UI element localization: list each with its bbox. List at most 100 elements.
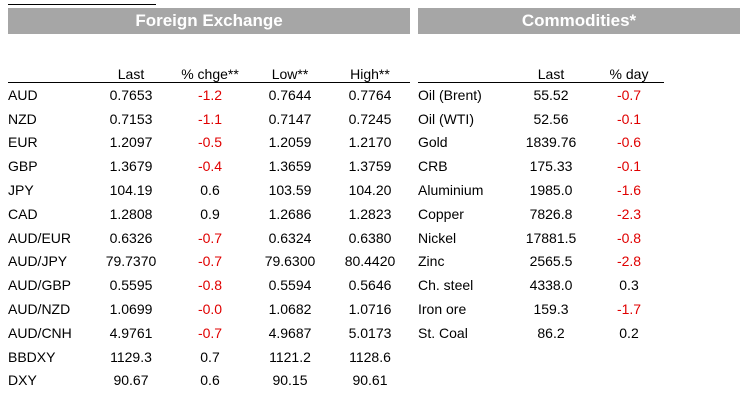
fx-row-low: 0.5594 — [268, 277, 312, 294]
fx-row: BBDXY 1129.3 0.7 1121.2 1128.6 — [8, 345, 410, 369]
commodity-row-last: 2565.5 — [529, 253, 573, 270]
fx-row-chg: 0.7 — [200, 348, 220, 365]
commodity-row: Oil (Brent) 55.52 -0.7 — [418, 83, 740, 107]
fx-row-label: AUD — [8, 86, 38, 103]
fx-row: EUR 1.2097 -0.5 1.2059 1.2170 — [8, 131, 410, 155]
fx-row: AUD/JPY 79.7370 -0.7 79.6300 80.4420 — [8, 250, 410, 274]
fx-row-chg: -0.7 — [197, 324, 223, 341]
commodity-row: St. Coal 86.2 0.2 — [418, 321, 740, 345]
commodities-header-last: Last — [508, 61, 594, 83]
commodity-row-label: Ch. steel — [418, 277, 474, 294]
commodity-row-spacer — [664, 297, 740, 321]
commodity-row-chg: -1.6 — [616, 182, 642, 199]
fx-row-low: 4.9687 — [268, 324, 312, 341]
fx-title: Foreign Exchange — [8, 8, 410, 34]
fx-row-low: 90.15 — [272, 372, 308, 389]
fx-row-high: 80.4420 — [344, 253, 396, 270]
fx-row-label: CAD — [8, 205, 38, 222]
fx-row-label: JPY — [8, 182, 34, 199]
commodity-row-last: 86.2 — [537, 324, 565, 341]
fx-row-high: 1.2170 — [348, 134, 392, 151]
fx-table: Last % chge** Low** High** AUD 0.7653 -1.2… — [8, 61, 410, 392]
fx-header-label — [8, 61, 92, 83]
commodity-row-chg: -0.7 — [616, 86, 642, 103]
commodity-row-chg: 0.3 — [619, 277, 639, 294]
commodity-row-chg: -0.6 — [616, 134, 642, 151]
fx-row-chg: -0.5 — [197, 134, 223, 151]
commodity-row-last: 1839.76 — [525, 134, 577, 151]
fx-row-label: AUD/JPY — [8, 253, 68, 270]
fx-row-last: 1.2808 — [109, 205, 153, 222]
fx-row: AUD/GBP 0.5595 -0.8 0.5594 0.5646 — [8, 273, 410, 297]
commodity-row-spacer — [664, 202, 740, 226]
commodity-row-spacer — [664, 107, 740, 131]
commodity-row-spacer — [664, 226, 740, 250]
commodities-header-chg: % day — [594, 61, 664, 83]
fx-row-chg: -0.7 — [197, 229, 223, 246]
commodity-row: Nickel 17881.5 -0.8 — [418, 226, 740, 250]
commodity-row-spacer — [664, 154, 740, 178]
commodity-row-last: 159.3 — [533, 301, 569, 318]
fx-row-low: 79.6300 — [264, 253, 316, 270]
commodity-row-chg: 0.2 — [619, 324, 639, 341]
fx-row-chg: -0.8 — [197, 277, 223, 294]
fx-row-label: AUD/EUR — [8, 229, 72, 246]
fx-row-low: 0.7147 — [268, 110, 312, 127]
commodity-row-spacer — [664, 178, 740, 202]
fx-row-label: GBP — [8, 158, 38, 175]
fx-row: AUD/CNH 4.9761 -0.7 4.9687 5.0173 — [8, 321, 410, 345]
commodities-header-spacer — [664, 61, 740, 83]
fx-row-low: 0.6324 — [268, 229, 312, 246]
commodity-row-chg: -2.3 — [616, 205, 642, 222]
fx-row-high: 1.3759 — [348, 158, 392, 175]
commodity-row-chg: -0.1 — [616, 158, 642, 175]
fx-row-high: 1.2823 — [348, 205, 392, 222]
commodity-row: CRB 175.33 -0.1 — [418, 154, 740, 178]
fx-row-last: 0.6326 — [109, 229, 153, 246]
fx-row-high: 0.7764 — [348, 86, 392, 103]
fx-header-last: Last — [92, 61, 170, 83]
commodity-row-label: Oil (WTI) — [418, 110, 474, 127]
fx-row-low: 1.2059 — [268, 134, 312, 151]
fx-row-low: 103.59 — [268, 182, 312, 199]
commodity-row: Iron ore 159.3 -1.7 — [418, 297, 740, 321]
fx-row-chg: 0.9 — [200, 205, 220, 222]
fx-row-chg: -0.7 — [197, 253, 223, 270]
fx-row-label: AUD/NZD — [8, 301, 71, 318]
fx-row-label: DXY — [8, 372, 37, 389]
fx-row: AUD/NZD 1.0699 -0.0 1.0682 1.0716 — [8, 297, 410, 321]
fx-row-low: 1121.2 — [269, 348, 311, 365]
fx-row-high: 104.20 — [348, 182, 392, 199]
fx-row-chg: -1.2 — [197, 86, 223, 103]
fx-row: AUD 0.7653 -1.2 0.7644 0.7764 — [8, 83, 410, 107]
fx-row: GBP 1.3679 -0.4 1.3659 1.3759 — [8, 154, 410, 178]
commodities-header-label — [418, 61, 508, 83]
commodity-row-label: St. Coal — [418, 324, 468, 341]
commodity-row-chg: -0.1 — [616, 110, 642, 127]
fx-row-label: AUD/GBP — [8, 277, 72, 294]
fx-row-last: 0.7653 — [109, 86, 153, 103]
fx-row-high: 5.0173 — [348, 324, 392, 341]
commodity-row-label: Iron ore — [418, 301, 467, 318]
fx-row-last: 104.19 — [109, 182, 153, 199]
fx-row-low: 0.7644 — [268, 86, 312, 103]
commodity-row: Oil (WTI) 52.56 -0.1 — [418, 107, 740, 131]
commodity-row-spacer — [664, 131, 740, 155]
fx-row: DXY 90.67 0.6 90.15 90.61 — [8, 369, 410, 393]
commodities-rows: Oil (Brent) 55.52 -0.7 Oil (WTI) 52.56 -0.1 Go… — [418, 83, 740, 345]
commodity-row-label: Gold — [418, 134, 448, 151]
fx-row-last: 0.5595 — [109, 277, 153, 294]
commodity-row-label: Nickel — [418, 229, 457, 246]
fx-row-label: BBDXY — [8, 348, 56, 365]
fx-row-chg: 0.6 — [200, 182, 220, 199]
fx-header-high: High** — [330, 61, 410, 83]
fx-row-chg: 0.6 — [200, 372, 220, 389]
commodity-row-spacer — [664, 83, 740, 107]
fx-row-low: 1.0682 — [268, 301, 312, 318]
commodity-row-label: Zinc — [418, 253, 445, 270]
fx-row: CAD 1.2808 0.9 1.2686 1.2823 — [8, 202, 410, 226]
fx-row-last: 1.2097 — [109, 134, 153, 151]
commodity-row-label: Aluminium — [418, 182, 484, 199]
fx-row-low: 1.3659 — [268, 158, 312, 175]
fx-row-last: 1.0699 — [109, 301, 153, 318]
